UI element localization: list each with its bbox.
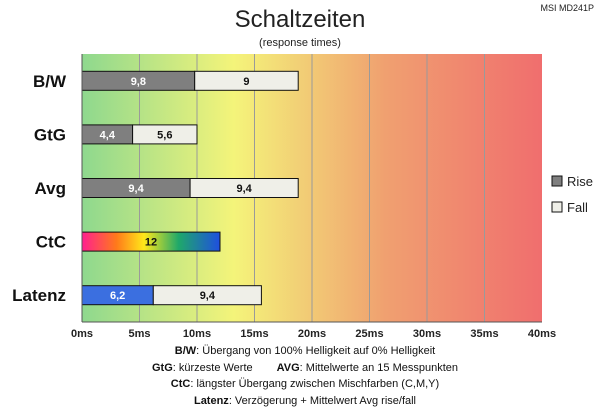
x-tick-label: 25ms (355, 328, 383, 340)
note-gtg-text: : kürzeste Werte (172, 361, 253, 374)
note-ctc-text: : längster Übergang zwischen Mischfarben… (190, 378, 440, 390)
bar-rise-label: 9,4 (128, 183, 144, 195)
legend-label: Rise (567, 174, 593, 189)
note-gtg-label: GtG (151, 361, 173, 374)
chart-title: Schaltzeiten (234, 6, 366, 33)
note-gtg-avg: GtG: kürzeste Werte AVG: Mittelwerte an 1… (70, 360, 540, 377)
bar-fall (189, 178, 299, 198)
note-ctc-label: CtC (170, 378, 191, 390)
legend-swatch (551, 201, 563, 213)
note-latenz-text: : Verzögerung + Mittelwert Avg rise/fall (228, 394, 417, 407)
bar-fall (152, 285, 262, 306)
bar-rise-label: 4,4 (100, 129, 116, 141)
note-bw: B/W: Übergang von 100% Helligkeit auf 0%… (70, 343, 540, 360)
note-bw-text: : Übergang von 100% Helligkeit auf 0% He… (196, 345, 436, 357)
x-tick-label: 10ms (183, 328, 211, 340)
x-tick-label: 15ms (240, 328, 268, 340)
note-ctc: CtC: längster Übergang zwischen Mischfar… (70, 376, 540, 393)
x-tick-label: 0ms (71, 328, 93, 340)
bar-fall-label: 9 (243, 76, 249, 88)
category-label: Latenz (12, 286, 66, 305)
note-latenz: Latenz: Verzögerung + Mittelwert Avg ris… (70, 393, 540, 410)
x-tick-label: 30ms (413, 328, 441, 340)
bar-fall-label: 5,6 (157, 129, 172, 141)
legend-swatch (551, 175, 563, 187)
note-avg-text: : Mittelwerte an 15 Messpunkten (299, 361, 459, 374)
legend-label: Fall (567, 200, 588, 215)
chart-subtitle: (response times) (259, 37, 341, 49)
note-latenz-label: Latenz (193, 394, 229, 407)
notes-block: B/W: Übergang von 100% Helligkeit auf 0%… (70, 343, 540, 409)
category-label: B/W (33, 72, 67, 91)
bar-rise-label: 9,8 (131, 76, 146, 88)
bar-fall (132, 124, 198, 145)
x-tick-label: 35ms (470, 328, 498, 340)
category-label: Avg (35, 179, 67, 198)
x-tick-label: 5ms (128, 328, 150, 340)
bar-fall-label: 9,4 (200, 290, 216, 302)
x-tick-label: 20ms (298, 328, 326, 340)
note-bw-label: B/W (174, 345, 197, 357)
bar-fall (194, 70, 299, 91)
model-label: MSI MD241P (540, 3, 594, 13)
bar-rise-label: 6,2 (110, 290, 125, 302)
category-label: GtG (34, 125, 66, 144)
bar-rise-label: 12 (145, 237, 157, 249)
note-avg-label: AVG (276, 361, 300, 374)
bar-fall-label: 9,4 (237, 183, 253, 195)
x-tick-label: 40ms (528, 328, 556, 340)
category-label: CtC (36, 233, 66, 252)
